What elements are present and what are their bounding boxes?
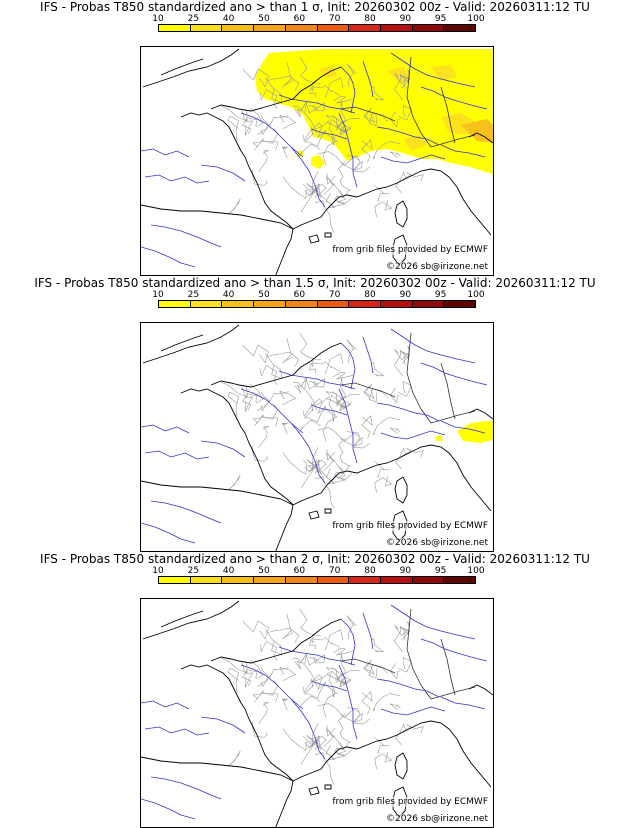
colorbar-segment xyxy=(444,577,476,583)
probability-map: from grib files provided by ECMWF ©2026 … xyxy=(140,322,494,552)
colorbar-tick-label: 10 xyxy=(152,14,164,24)
colorbar-segment xyxy=(380,25,413,31)
colorbar-segment xyxy=(190,25,223,31)
panel-title: IFS - Probas T850 standardized ano > tha… xyxy=(40,552,590,566)
colorbar-segment xyxy=(412,577,445,583)
colorbar-segment xyxy=(285,301,318,307)
colorbar-tick-label: 80 xyxy=(364,14,376,24)
colorbar-tick-label: 10 xyxy=(152,566,164,576)
colorbar xyxy=(158,576,476,584)
colorbar-tick-label: 70 xyxy=(328,14,341,24)
colorbar-segment xyxy=(317,25,350,31)
panel-2: IFS - Probas T850 standardized ano > tha… xyxy=(0,276,630,552)
colorbar-segment xyxy=(349,25,381,31)
colorbar xyxy=(158,24,476,32)
probability-map: from grib files provided by ECMWF ©2026 … xyxy=(140,46,494,276)
colorbar-tick-label: 95 xyxy=(434,290,447,300)
colorbar-tick-label: 100 xyxy=(467,14,485,24)
credit-copyright: ©2026 sb@irizone.net xyxy=(386,814,488,824)
colorbar-tick-label: 90 xyxy=(399,566,412,576)
colorbar-segment xyxy=(412,301,445,307)
map-canvas xyxy=(141,600,493,827)
colorbar-segment xyxy=(317,577,350,583)
colorbar-segment xyxy=(349,301,381,307)
colorbar-segment xyxy=(222,25,255,31)
credit-source: from grib files provided by ECMWF xyxy=(332,797,488,807)
colorbar-tick-label: 70 xyxy=(328,566,341,576)
colorbar-segment xyxy=(222,301,255,307)
probability-map: from grib files provided by ECMWF ©2026 … xyxy=(140,598,494,828)
colorbar-segment xyxy=(444,25,476,31)
colorbar-segment xyxy=(285,577,318,583)
colorbar-tick-label: 95 xyxy=(434,14,447,24)
colorbar-segment xyxy=(190,577,223,583)
colorbar-segment xyxy=(380,301,413,307)
map-canvas xyxy=(141,48,493,275)
colorbar-tick-label: 95 xyxy=(434,566,447,576)
colorbar xyxy=(158,300,476,308)
colorbar-tick-labels: 10 25 40 50 60 70 80 90 95 100 xyxy=(152,290,484,300)
colorbar-tick-label: 40 xyxy=(222,14,235,24)
colorbar-tick-label: 90 xyxy=(399,14,412,24)
colorbar-tick-label: 90 xyxy=(399,290,412,300)
colorbar-segment xyxy=(349,577,381,583)
colorbar-segment xyxy=(444,301,476,307)
colorbar-tick-label: 60 xyxy=(293,14,306,24)
colorbar-segment xyxy=(222,577,255,583)
colorbar-segment xyxy=(159,301,191,307)
panel-1: IFS - Probas T850 standardized ano > tha… xyxy=(0,0,630,276)
colorbar-tick-label: 70 xyxy=(328,290,341,300)
colorbar-segment xyxy=(254,301,286,307)
colorbar-segment xyxy=(380,577,413,583)
colorbar-tick-label: 60 xyxy=(293,566,306,576)
colorbar-segment xyxy=(190,301,223,307)
panel-title: IFS - Probas T850 standardized ano > tha… xyxy=(34,276,596,290)
colorbar-segment xyxy=(317,301,350,307)
credit-source: from grib files provided by ECMWF xyxy=(332,521,488,531)
map-canvas xyxy=(141,324,493,551)
colorbar-tick-labels: 10 25 40 50 60 70 80 90 95 100 xyxy=(152,566,484,576)
colorbar-tick-label: 50 xyxy=(258,14,270,24)
credit-source: from grib files provided by ECMWF xyxy=(332,245,488,255)
colorbar-segment xyxy=(254,25,286,31)
panel-3: IFS - Probas T850 standardized ano > tha… xyxy=(0,552,630,828)
colorbar-tick-label: 50 xyxy=(258,290,270,300)
colorbar-tick-label: 100 xyxy=(467,290,485,300)
colorbar-tick-label: 40 xyxy=(222,290,235,300)
colorbar-tick-label: 80 xyxy=(364,290,376,300)
colorbar-segment xyxy=(159,577,191,583)
colorbar-tick-label: 80 xyxy=(364,566,376,576)
panel-title: IFS - Probas T850 standardized ano > tha… xyxy=(40,0,590,14)
credit-copyright: ©2026 sb@irizone.net xyxy=(386,262,488,272)
colorbar-segment xyxy=(159,25,191,31)
colorbar-tick-label: 10 xyxy=(152,290,164,300)
colorbar-tick-labels: 10 25 40 50 60 70 80 90 95 100 xyxy=(152,14,484,24)
colorbar-tick-label: 25 xyxy=(187,566,200,576)
colorbar-segment xyxy=(285,25,318,31)
colorbar-tick-label: 60 xyxy=(293,290,306,300)
colorbar-tick-label: 25 xyxy=(187,14,200,24)
colorbar-tick-label: 25 xyxy=(187,290,200,300)
colorbar-tick-label: 100 xyxy=(467,566,485,576)
colorbar-tick-label: 50 xyxy=(258,566,270,576)
credit-copyright: ©2026 sb@irizone.net xyxy=(386,538,488,548)
colorbar-segment xyxy=(254,577,286,583)
colorbar-tick-label: 40 xyxy=(222,566,235,576)
colorbar-segment xyxy=(412,25,445,31)
